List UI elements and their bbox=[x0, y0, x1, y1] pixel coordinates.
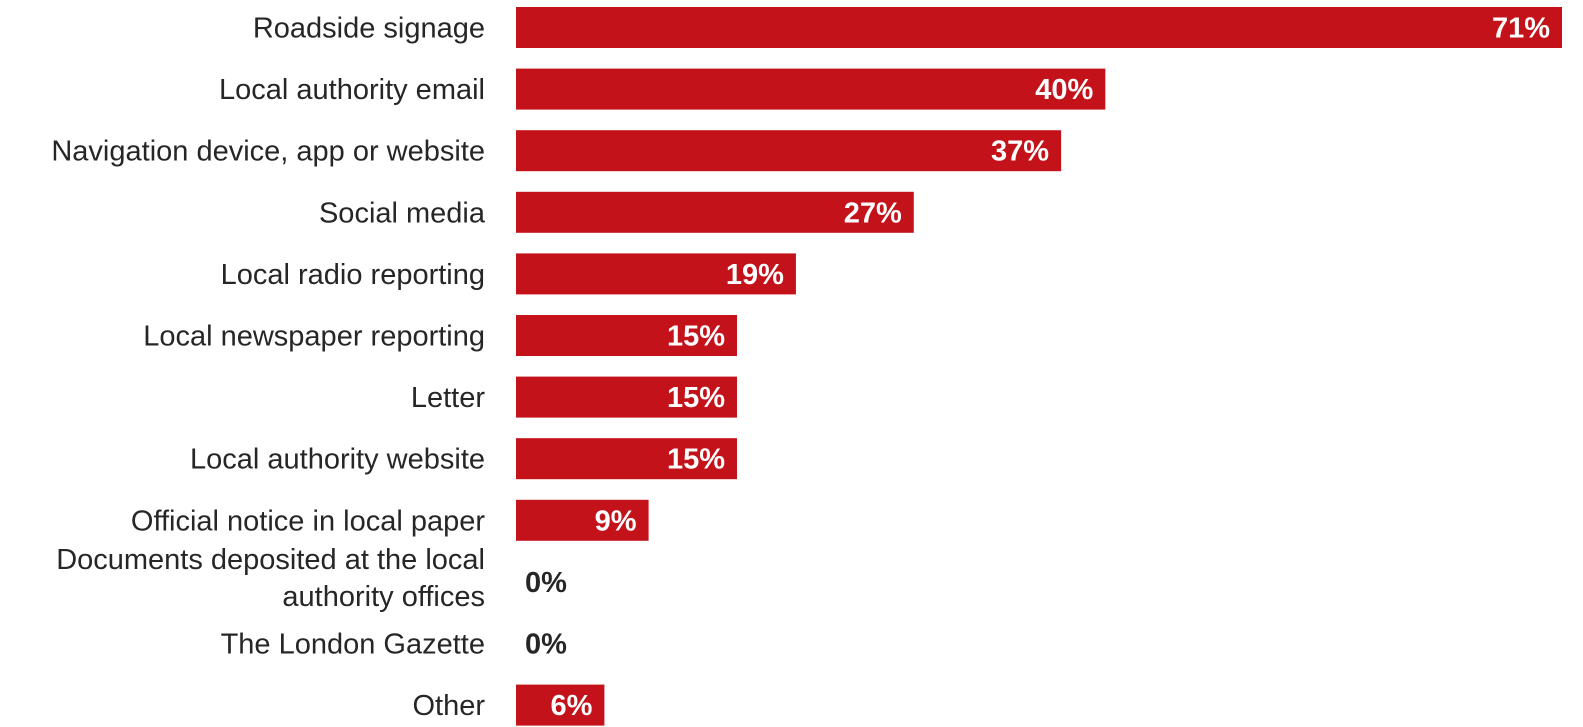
value-label-local-newspaper-reporting: 15% bbox=[667, 321, 725, 353]
value-label-the-london-gazette: 0% bbox=[525, 629, 567, 661]
category-label-local-radio-reporting: Local radio reporting bbox=[221, 259, 485, 291]
bar-local-authority-website bbox=[516, 438, 737, 480]
category-label-roadside-signage: Roadside signage bbox=[253, 13, 485, 45]
bar-other bbox=[516, 684, 605, 726]
category-label-the-london-gazette: The London Gazette bbox=[221, 629, 485, 661]
bar-roadside-signage bbox=[516, 7, 1562, 48]
category-label-other: Other bbox=[412, 690, 485, 722]
bar-social-media bbox=[516, 191, 914, 233]
value-label-navigation-device-app-or-website: 37% bbox=[991, 136, 1049, 168]
category-label-letter: Letter bbox=[411, 382, 485, 414]
category-label-local-authority-website: Local authority website bbox=[190, 444, 485, 476]
value-label-other: 6% bbox=[550, 690, 592, 722]
category-label-documents-deposited-at-the-local-authority-offices: Documents deposited at the local authorit… bbox=[56, 544, 485, 613]
category-label-social-media: Social media bbox=[319, 197, 486, 229]
bar-letter bbox=[516, 376, 737, 418]
value-label-letter: 15% bbox=[667, 382, 725, 414]
category-label-local-authority-email: Local authority email bbox=[219, 74, 485, 106]
category-label-local-newspaper-reporting: Local newspaper reporting bbox=[143, 321, 485, 353]
category-label-official-notice-in-local-paper: Official notice in local paper bbox=[131, 505, 485, 537]
value-label-local-radio-reporting: 19% bbox=[726, 259, 784, 291]
value-label-local-authority-email: 40% bbox=[1035, 74, 1093, 106]
category-label-navigation-device-app-or-website: Navigation device, app or website bbox=[51, 136, 485, 168]
value-label-official-notice-in-local-paper: 9% bbox=[595, 505, 637, 537]
bar-local-radio-reporting bbox=[516, 253, 796, 295]
value-label-social-media: 27% bbox=[844, 197, 902, 229]
bar-local-authority-email bbox=[516, 68, 1106, 110]
bar-local-newspaper-reporting bbox=[516, 315, 737, 356]
value-label-local-authority-website: 15% bbox=[667, 444, 725, 476]
bar-official-notice-in-local-paper bbox=[516, 499, 649, 541]
value-label-documents-deposited-at-the-local-authority-offices: 0% bbox=[525, 567, 567, 599]
bar-navigation-device-app-or-website bbox=[516, 130, 1062, 172]
value-label-roadside-signage: 71% bbox=[1492, 13, 1550, 45]
